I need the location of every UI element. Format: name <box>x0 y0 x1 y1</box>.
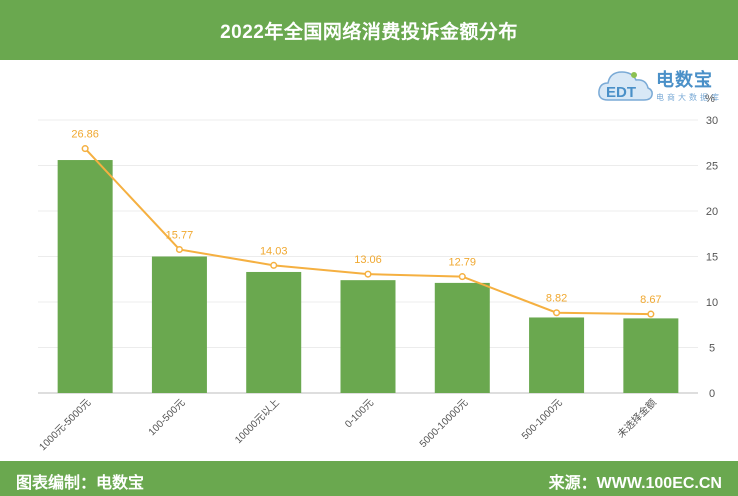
bar <box>57 160 113 393</box>
y-tick-label: 10 <box>706 297 718 309</box>
data-label: 14.03 <box>260 245 288 257</box>
line-point <box>553 309 561 317</box>
line-point <box>458 273 466 281</box>
line-point <box>647 310 655 318</box>
y-tick-label: 15 <box>706 252 718 264</box>
x-tick-label: 500-1000元 <box>520 397 565 442</box>
y-tick-label: 0 <box>709 388 715 400</box>
bar-line-chart: 0 5 10 15 20 25 30% 26.86 15.77 14.03 13.06 12.79 8.… <box>38 93 719 453</box>
data-label: 8.82 <box>546 293 567 305</box>
footer-bar: 图表编制：电数宝 来源：WWW.100EC.CN <box>0 461 738 496</box>
x-tick-label: 5000-10000元 <box>418 397 471 450</box>
x-tick-label: 0-100元 <box>343 397 376 430</box>
y-tick-label: 20 <box>706 206 718 218</box>
chart-title: 2022年全国网络消费投诉金额分布 <box>220 21 518 43</box>
y-tick-label: 30 <box>706 115 718 127</box>
y-tick-label: 5 <box>709 343 715 355</box>
line-point <box>81 145 89 153</box>
line-point <box>175 245 183 254</box>
bar <box>340 280 396 393</box>
logo-brand-text: 电数宝 <box>656 70 713 90</box>
line-point <box>270 261 278 269</box>
x-tick-label: 10000元以上 <box>232 397 281 446</box>
logo-mark: EDT <box>606 84 636 101</box>
data-label: 12.79 <box>449 257 477 269</box>
data-label: 13.06 <box>354 254 382 266</box>
brand-logo: EDT 电数宝 电商大数据库 <box>596 62 731 108</box>
bar <box>434 282 490 393</box>
data-label: 8.67 <box>640 294 661 306</box>
bar <box>529 317 585 393</box>
logo-sub-text: 电商大数据库 <box>656 93 722 102</box>
cloud-logo-icon: EDT <box>598 71 653 101</box>
y-tick-label: 25 <box>706 161 718 173</box>
bar <box>623 318 679 393</box>
x-tick-label: 1000元-5000元 <box>38 397 94 453</box>
header-bar: 2022年全国网络消费投诉金额分布 <box>0 0 738 60</box>
x-tick-label: 未选择金额 <box>614 396 659 441</box>
footer-credit: 图表编制：电数宝 <box>16 475 145 492</box>
x-tick-label: 100-500元 <box>147 397 188 438</box>
bar <box>246 271 302 393</box>
footer-source: 来源：WWW.100EC.CN <box>548 475 722 492</box>
data-label: 15.77 <box>166 229 194 241</box>
line-point <box>364 270 372 278</box>
bar <box>151 256 207 393</box>
data-label: 26.86 <box>71 129 99 141</box>
y-axis-unit: % <box>705 93 715 105</box>
